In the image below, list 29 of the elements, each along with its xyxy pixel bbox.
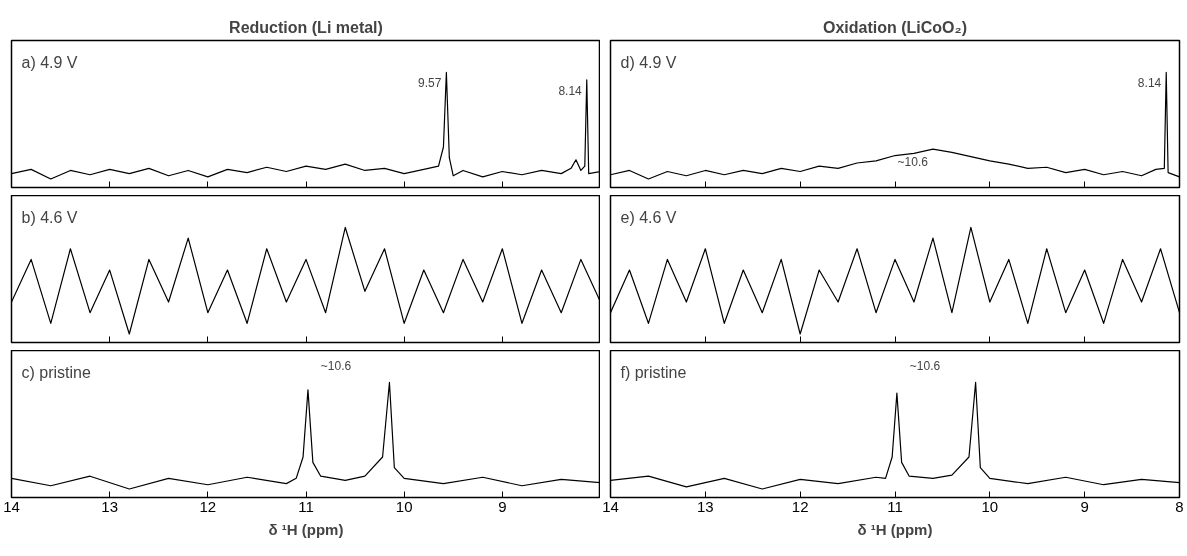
x-tick-label: 11 xyxy=(887,497,903,515)
x-tick-label: 12 xyxy=(791,497,809,515)
x-tick-label: 11 xyxy=(298,497,314,515)
annotation: 8.14 xyxy=(1137,76,1162,91)
x-tick-label: 13 xyxy=(696,497,714,515)
chart-title: Reduction (Li metal) xyxy=(229,18,383,36)
x-tick-label: 9 xyxy=(1080,497,1089,515)
chart-title: Oxidation (LiCoO₂) xyxy=(823,18,967,36)
annotation: ~10.6 xyxy=(897,155,929,170)
x-tick-label: 12 xyxy=(199,497,217,515)
x-axis-title: δ ¹H (ppm) xyxy=(268,520,344,538)
annotation: 9.57 xyxy=(418,76,442,91)
x-tick-label: 10 xyxy=(395,497,413,515)
text: ~10.6 xyxy=(909,358,941,373)
text: ~10.6 xyxy=(320,358,352,373)
text: b) 4.6 V xyxy=(21,208,78,226)
x-tick-label: 10 xyxy=(981,497,999,515)
text: c) pristine xyxy=(21,363,91,381)
text: a) 4.9 V xyxy=(21,53,78,71)
text: e) 4.6 V xyxy=(620,208,677,226)
text: d) 4.9 V xyxy=(620,53,677,71)
text: f) pristine xyxy=(620,363,687,381)
x-tick-label: 14 xyxy=(602,497,619,515)
x-axis-title: δ ¹H (ppm) xyxy=(857,520,933,538)
annotation: 8.14 xyxy=(558,83,583,98)
x-tick-label: 14 xyxy=(3,497,20,515)
x-tick-label: 8 xyxy=(1175,497,1184,515)
x-tick-label: 9 xyxy=(498,497,507,515)
x-tick-label: 13 xyxy=(101,497,119,515)
